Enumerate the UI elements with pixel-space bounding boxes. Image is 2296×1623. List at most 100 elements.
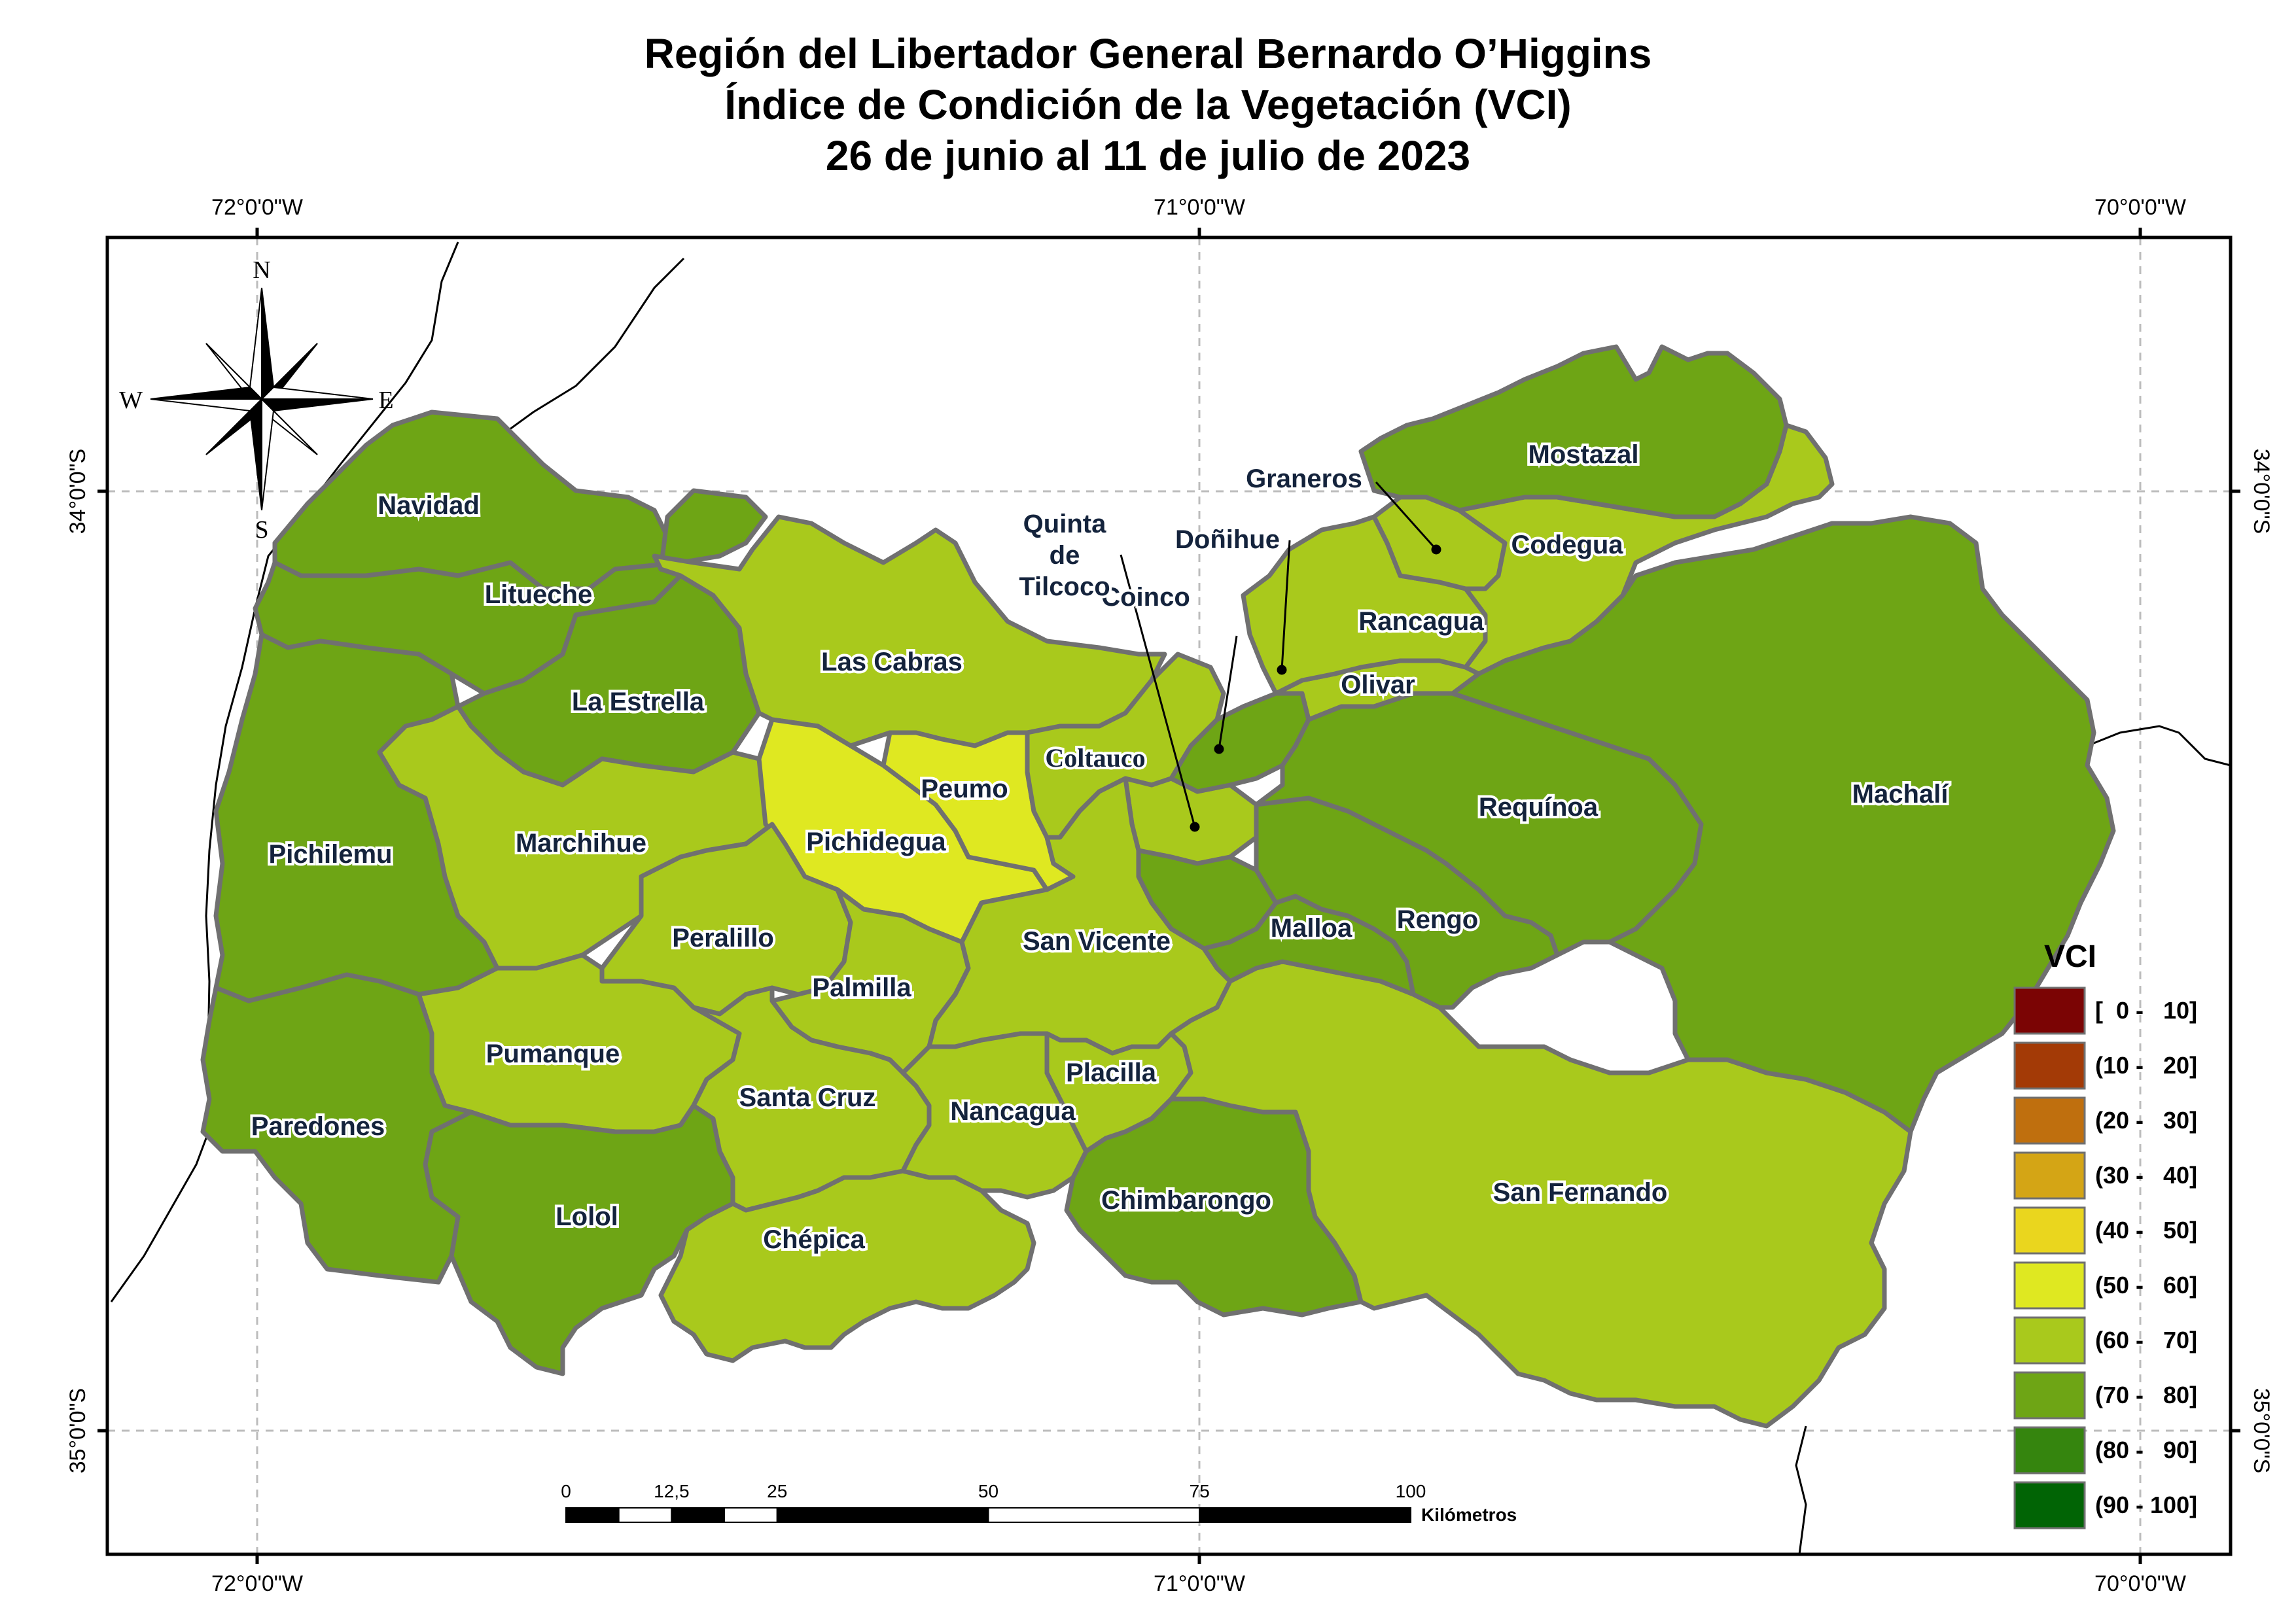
leader-dot-donihue: [1277, 665, 1287, 675]
legend-label-6: (60 - 70]: [2095, 1327, 2197, 1353]
label-machali: Machalí: [1852, 780, 1950, 809]
scale-bar-tick-4: 75: [1190, 1481, 1210, 1501]
legend-label-0: [ 0 - 10]: [2095, 997, 2197, 1024]
map-neatline: [105, 236, 2233, 1556]
legend-swatch-1: [2013, 1041, 2086, 1090]
label-placilla: Placilla: [1066, 1058, 1157, 1087]
scale-bar-tick-2: 25: [767, 1481, 787, 1501]
comuna-mostazal[interactable]: [1358, 344, 1789, 519]
legend-swatch-7: [2013, 1371, 2086, 1420]
label-palmilla: Palmilla: [812, 973, 911, 1002]
label-litueche: Litueche: [485, 580, 592, 609]
label-mostazal: Mostazal: [1528, 440, 1639, 469]
label-quinta-line3: Tilcoco: [1019, 572, 1110, 601]
legend-label-7: (70 - 80]: [2095, 1382, 2197, 1408]
scale-bar-segment-3: [724, 1507, 778, 1523]
comuna-san-fernando[interactable]: [1169, 959, 1913, 1429]
leader-dot-coinco: [1214, 744, 1224, 754]
leader-graneros: [1375, 481, 1438, 550]
label-quinta-line1: Quinta: [1023, 510, 1106, 538]
lon-label-bottom-71w: 71°0'0"W: [1154, 1571, 1245, 1596]
label-pumanque: Pumanque: [486, 1039, 620, 1068]
label-rengo: Rengo: [1397, 905, 1478, 934]
scale-bar-segment-0: [565, 1507, 620, 1523]
lat-label-left-35s: 35°0'0"S: [65, 1388, 90, 1473]
legend-label-3: (30 - 40]: [2095, 1162, 2197, 1189]
east-boundary: [2087, 725, 2231, 767]
lat-label-right-34s: 34°0'0"S: [2249, 449, 2274, 534]
legend-swatch-4: [2013, 1206, 2086, 1255]
label-rancagua: Rancagua: [1358, 607, 1484, 636]
label-requinoa: Requínoa: [1479, 793, 1598, 822]
lat-label-right-35s: 35°0'0"S: [2249, 1388, 2274, 1473]
map-title-line2: Índice de Condición de la Vegetación (VC…: [724, 81, 1572, 128]
legend-swatch-8: [2013, 1426, 2086, 1475]
legend-swatch-6: [2013, 1316, 2086, 1365]
coastline: [110, 241, 459, 1302]
legend-label-2: (20 - 30]: [2095, 1107, 2197, 1134]
comunas-layer: [200, 344, 2116, 1429]
compass-rose-cardinals: [150, 287, 374, 511]
scale-bar-ticks: 0 12,5 25 50 75 100: [561, 1481, 1426, 1501]
label-nancagua: Nancagua: [950, 1097, 1076, 1126]
scale-bar-segment-5: [987, 1507, 1201, 1523]
legend-label-1: (10 - 20]: [2095, 1052, 2197, 1079]
leader-quinta-de-tilcoco: [1120, 554, 1196, 828]
legend-swatch-9: [2013, 1481, 2086, 1529]
scale-bar-segment-2: [671, 1507, 726, 1523]
scale-bar-tick-0: 0: [561, 1481, 571, 1501]
comuna-lolol[interactable]: [423, 1103, 735, 1376]
compass-w: W: [119, 387, 143, 414]
label-malloa: Malloa: [1271, 914, 1352, 943]
label-peumo: Peumo: [921, 775, 1008, 803]
label-quinta-line2: de: [1050, 541, 1080, 570]
lon-label-bottom-72w: 72°0'0"W: [211, 1571, 303, 1596]
leader-dot-quinta-de-tilcoco: [1190, 822, 1200, 832]
north-arrow: N S E W: [119, 256, 394, 544]
label-olivar: Olivar: [1341, 671, 1415, 699]
compass-n: N: [253, 256, 270, 284]
leader-coinco: [1218, 635, 1238, 750]
lon-label-top-71w: 71°0'0"W: [1154, 195, 1245, 220]
scale-bar-tick-3: 50: [978, 1481, 998, 1501]
leader-lines: [1120, 481, 1441, 832]
map-title-line1: Región del Libertador General Bernardo O…: [644, 30, 1652, 77]
legend-swatch-5: [2013, 1261, 2086, 1310]
legend-label-9: (90 - 100]: [2095, 1492, 2197, 1518]
legend-label-5: (50 - 60]: [2095, 1272, 2197, 1299]
south-boundary: [1795, 1425, 1807, 1555]
legend-label-4: (40 - 50]: [2095, 1217, 2197, 1244]
lat-label-left-34s: 34°0'0"S: [65, 449, 90, 534]
label-chimbarongo: Chimbarongo: [1101, 1186, 1271, 1215]
legend-title: VCI: [2044, 939, 2096, 974]
scale-bar-tick-5: 100: [1396, 1481, 1426, 1501]
scale-bar-unit: Kilómetros: [1421, 1505, 1517, 1525]
label-la-estrella: La Estrella: [572, 688, 705, 716]
label-graneros: Graneros: [1246, 464, 1362, 493]
legend-swatch-3: [2013, 1151, 2086, 1200]
label-paredones: Paredones: [251, 1112, 385, 1141]
comuna-chepica[interactable]: [658, 1168, 1036, 1363]
leader-donihue: [1280, 540, 1291, 671]
leader-dot-graneros: [1431, 544, 1441, 555]
legend-swatch-2: [2013, 1096, 2086, 1145]
map-frame: [97, 228, 2240, 1564]
label-marchihue: Marchihue: [516, 829, 646, 858]
graticule-labels: 72°0'0"W 71°0'0"W 70°0'0"W 72°0'0"W 71°0…: [65, 195, 2274, 1596]
label-peralillo: Peralillo: [672, 924, 774, 952]
label-chepica: Chépica: [763, 1225, 865, 1254]
label-san-fernando: San Fernando: [1493, 1178, 1668, 1207]
label-las-cabras: Las Cabras: [821, 648, 963, 676]
scale-bar-tick-1: 12,5: [654, 1481, 690, 1501]
label-pichilemu: Pichilemu: [269, 840, 393, 869]
lon-label-top-70w: 70°0'0"W: [2094, 195, 2186, 220]
legend-swatch-0: [2013, 986, 2086, 1035]
legend-label-8: (80 - 90]: [2095, 1437, 2197, 1463]
comuna-nancagua[interactable]: [900, 1031, 1089, 1200]
scale-bar-segment-1: [618, 1507, 673, 1523]
label-san-vicente: San Vicente: [1023, 927, 1171, 956]
lon-label-bottom-70w: 70°0'0"W: [2094, 1571, 2186, 1596]
label-navidad: Navidad: [378, 491, 480, 520]
comuna-machali[interactable]: [1450, 514, 2116, 1134]
label-lolol: Lolol: [556, 1202, 618, 1231]
